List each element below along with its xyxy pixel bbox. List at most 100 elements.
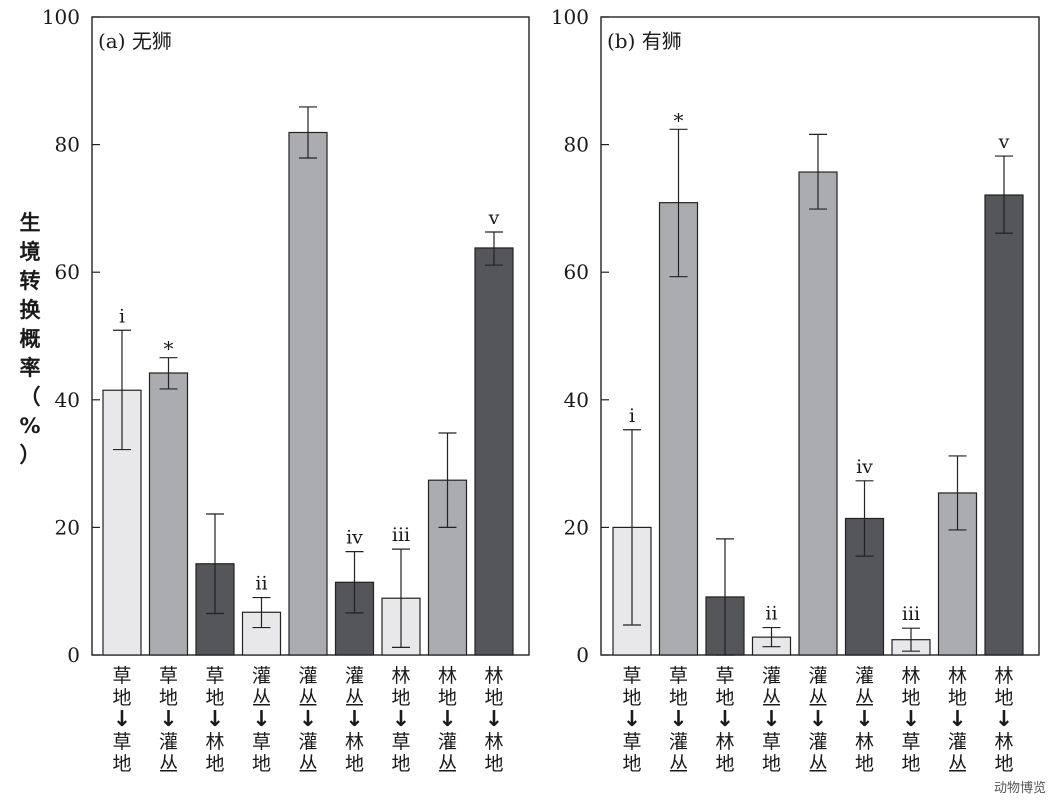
bar-annotation: ii (765, 603, 777, 625)
bar (288, 131, 328, 656)
y-axis-label: 生境转换概率（%） (19, 211, 41, 467)
category-char: 丛 (669, 753, 688, 775)
bar-annotation: * (674, 108, 684, 132)
category-label: 草地↓灌丛 (669, 665, 688, 775)
y-tick-label: 20 (564, 515, 589, 539)
category-arrow: ↓ (948, 707, 966, 732)
bar (474, 247, 514, 656)
category-char: 草 (622, 665, 641, 687)
category-char: 地 (252, 753, 271, 775)
category-char: 草 (901, 731, 920, 753)
category-label: 灌丛↓灌丛 (298, 665, 317, 775)
bar (658, 202, 699, 656)
category-arrow: ↓ (252, 707, 270, 732)
category-char: 地 (205, 687, 224, 709)
bar-annotation: i (119, 305, 125, 327)
category-char: 丛 (438, 753, 457, 775)
category-label: 林地↓灌丛 (948, 665, 967, 775)
category-label: 林地↓灌丛 (438, 665, 457, 775)
category-label: 灌丛↓草地 (762, 665, 781, 775)
category-char: 丛 (298, 687, 317, 709)
category-char: 地 (994, 753, 1013, 775)
category-arrow: ↓ (762, 707, 780, 732)
category-char: 林 (438, 665, 457, 687)
category-char: 林 (484, 665, 503, 687)
bar-annotation: * (164, 337, 174, 361)
panel-title: (a) 无狮 (98, 29, 172, 53)
category-label: 林地↓林地 (994, 665, 1013, 775)
bar-annotation: iv (346, 527, 363, 549)
y-tick-label: 100 (42, 5, 80, 29)
category-char: 丛 (159, 753, 178, 775)
category-char: 草 (762, 731, 781, 753)
category-char: 地 (159, 687, 178, 709)
category-char: 丛 (298, 753, 317, 775)
category-char: 地 (994, 687, 1013, 709)
category-char: 林 (901, 665, 920, 687)
category-char: 灌 (438, 731, 457, 753)
y-tick-label: 0 (576, 643, 589, 667)
y-tick-label: 40 (564, 388, 589, 412)
category-char: 地 (762, 753, 781, 775)
bar-annotation: iii (392, 524, 410, 546)
category-char: 草 (669, 665, 688, 687)
category-char: 灌 (808, 665, 827, 687)
category-label: 草地↓林地 (205, 665, 224, 775)
category-label: 灌丛↓林地 (345, 665, 364, 775)
category-char: 灌 (298, 665, 317, 687)
category-char: 地 (205, 753, 224, 775)
category-char: 林 (345, 731, 364, 753)
category-arrow: ↓ (206, 707, 224, 732)
category-arrow: ↓ (299, 707, 317, 732)
category-label: 草地↓草地 (622, 665, 641, 775)
category-char: 地 (901, 687, 920, 709)
category-char: 丛 (948, 753, 967, 775)
bar-annotation: iii (902, 603, 920, 625)
category-char: 地 (438, 687, 457, 709)
category-char: 地 (855, 753, 874, 775)
bar (984, 194, 1024, 656)
category-char: 草 (112, 665, 131, 687)
category-arrow: ↓ (902, 707, 920, 732)
category-arrow: ↓ (995, 707, 1013, 732)
category-label: 草地↓草地 (112, 665, 131, 775)
watermark: 动物博览 (993, 781, 1046, 796)
category-arrow: ↓ (159, 707, 177, 732)
category-char: 地 (112, 753, 131, 775)
y-tick-label: 80 (55, 133, 80, 157)
y-tick-label: 20 (55, 515, 80, 539)
category-label: 林地↓草地 (901, 665, 920, 775)
bar (798, 171, 838, 656)
category-arrow: ↓ (623, 707, 641, 732)
category-char: 地 (484, 753, 503, 775)
bar-annotation: ii (255, 573, 267, 595)
panel-title: (b) 有狮 (607, 29, 682, 53)
category-char: 灌 (762, 665, 781, 687)
bar (844, 517, 885, 656)
category-arrow: ↓ (113, 707, 131, 732)
y-tick-label: 80 (564, 133, 589, 157)
category-char: 地 (112, 687, 131, 709)
category-char: 草 (622, 731, 641, 753)
y-tick-label: 60 (564, 260, 589, 284)
y-tick-label: 0 (67, 643, 80, 667)
y-tick-label: 40 (55, 388, 80, 412)
category-char: 地 (484, 687, 503, 709)
category-arrow: ↓ (809, 707, 827, 732)
bar-annotation: v (488, 207, 500, 229)
category-char: 丛 (345, 687, 364, 709)
category-char: 灌 (345, 665, 364, 687)
category-char: 丛 (855, 687, 874, 709)
bar (148, 372, 189, 656)
category-char: 丛 (808, 687, 827, 709)
bar-annotation: v (998, 131, 1010, 153)
category-arrow: ↓ (392, 707, 410, 732)
category-char: 林 (994, 731, 1013, 753)
category-char: 灌 (159, 731, 178, 753)
category-char: 地 (901, 753, 920, 775)
category-label: 草地↓灌丛 (159, 665, 178, 775)
category-char: 林 (994, 665, 1013, 687)
